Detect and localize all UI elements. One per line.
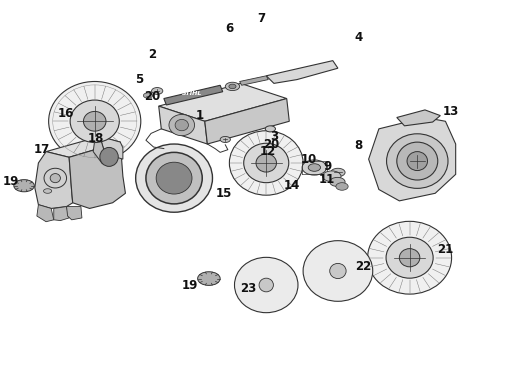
Text: 20: 20 [263,138,280,151]
Text: 2: 2 [148,49,157,61]
Polygon shape [205,99,289,144]
Ellipse shape [302,160,327,175]
Ellipse shape [397,142,438,180]
Ellipse shape [386,237,433,278]
Ellipse shape [100,147,118,166]
Text: STIHL: STIHL [182,91,202,97]
Ellipse shape [156,162,192,194]
Ellipse shape [50,174,60,183]
Polygon shape [100,136,123,159]
Polygon shape [67,207,82,220]
Text: 14: 14 [284,179,300,192]
Ellipse shape [407,152,428,171]
Ellipse shape [143,93,153,98]
Ellipse shape [265,126,275,132]
Ellipse shape [229,131,303,195]
Ellipse shape [198,272,220,285]
Polygon shape [54,207,69,221]
Ellipse shape [256,154,276,172]
Ellipse shape [331,168,345,177]
Text: 15: 15 [216,187,232,200]
Text: 10: 10 [301,153,317,166]
Ellipse shape [169,114,195,136]
Ellipse shape [234,257,298,313]
Text: 19: 19 [181,279,198,291]
Ellipse shape [136,144,212,212]
Polygon shape [69,142,125,208]
Ellipse shape [308,164,321,171]
Polygon shape [397,110,440,126]
Polygon shape [159,106,207,144]
Ellipse shape [152,88,163,94]
Ellipse shape [83,111,106,131]
Ellipse shape [259,278,273,292]
Polygon shape [93,136,108,164]
Ellipse shape [220,136,230,143]
Text: 21: 21 [437,243,454,256]
Text: 9: 9 [324,160,332,173]
Text: 17: 17 [34,143,50,156]
Ellipse shape [330,177,345,186]
Ellipse shape [146,152,202,204]
Ellipse shape [14,180,34,192]
Text: 8: 8 [354,139,362,152]
Ellipse shape [229,84,236,89]
Text: 11: 11 [318,173,335,186]
Ellipse shape [303,241,373,301]
Polygon shape [369,117,456,201]
Text: 5: 5 [135,73,143,86]
Ellipse shape [244,143,289,183]
Text: 13: 13 [442,105,459,118]
Polygon shape [266,61,338,83]
Ellipse shape [323,171,341,182]
Polygon shape [46,136,120,157]
Text: 1: 1 [196,109,204,122]
Polygon shape [37,205,54,222]
Text: 6: 6 [225,22,233,35]
Ellipse shape [330,263,346,279]
Text: 20: 20 [144,90,161,103]
Ellipse shape [175,119,188,131]
Ellipse shape [70,100,119,143]
Polygon shape [35,152,73,208]
Text: 4: 4 [354,31,362,44]
Text: 23: 23 [240,282,256,295]
Ellipse shape [368,221,452,294]
Text: 18: 18 [88,132,104,145]
Text: 7: 7 [257,13,265,25]
Ellipse shape [44,189,52,193]
Polygon shape [240,76,268,85]
Text: 12: 12 [260,145,276,158]
Ellipse shape [49,81,141,161]
Polygon shape [159,83,287,121]
Ellipse shape [387,134,448,188]
Ellipse shape [225,82,240,91]
Text: 16: 16 [57,107,74,120]
Ellipse shape [336,183,348,190]
Polygon shape [164,85,223,105]
Text: 19: 19 [3,175,19,188]
Text: 3: 3 [270,130,278,143]
Ellipse shape [399,249,420,267]
Text: 22: 22 [355,260,372,273]
